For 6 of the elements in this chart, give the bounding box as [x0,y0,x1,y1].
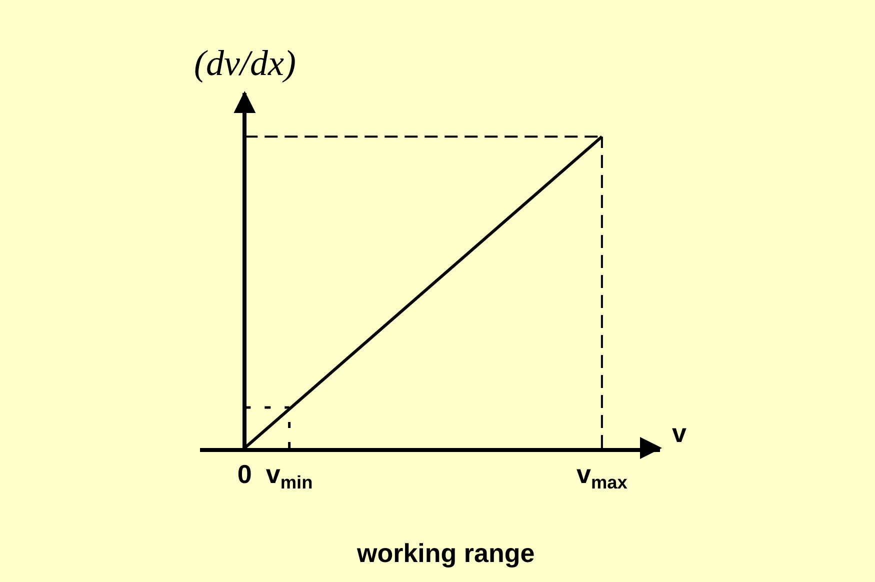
x-tick-label: 0 [237,459,252,490]
x-tick-label: v$_{min}$ [266,459,313,493]
x-axis-title: v [672,418,687,448]
x-tick-label: v$_{max}$ [576,459,628,493]
y-axis-title: (dv/dx) [194,43,296,83]
text: working range [356,538,535,568]
